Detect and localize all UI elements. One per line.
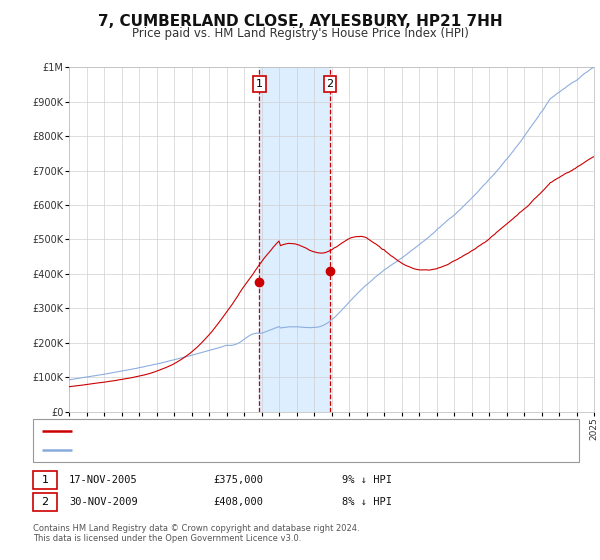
Text: HPI: Average price, detached house, Buckinghamshire: HPI: Average price, detached house, Buck… [78, 445, 344, 455]
Text: £408,000: £408,000 [213, 497, 263, 507]
Text: 30-NOV-2009: 30-NOV-2009 [69, 497, 138, 507]
Text: 2: 2 [326, 80, 334, 89]
Text: 1: 1 [256, 80, 263, 89]
Text: 17-NOV-2005: 17-NOV-2005 [69, 475, 138, 485]
Text: 7, CUMBERLAND CLOSE, AYLESBURY, HP21 7HH (detached house): 7, CUMBERLAND CLOSE, AYLESBURY, HP21 7HH… [78, 426, 402, 436]
Text: Price paid vs. HM Land Registry's House Price Index (HPI): Price paid vs. HM Land Registry's House … [131, 27, 469, 40]
Text: 8% ↓ HPI: 8% ↓ HPI [342, 497, 392, 507]
Bar [259, 67, 330, 412]
Text: 2: 2 [41, 497, 49, 507]
Text: 1: 1 [41, 475, 49, 485]
Text: Contains HM Land Registry data © Crown copyright and database right 2024.
This d: Contains HM Land Registry data © Crown c… [33, 524, 359, 543]
Text: £375,000: £375,000 [213, 475, 263, 485]
Text: 7, CUMBERLAND CLOSE, AYLESBURY, HP21 7HH: 7, CUMBERLAND CLOSE, AYLESBURY, HP21 7HH [98, 14, 502, 29]
Text: 9% ↓ HPI: 9% ↓ HPI [342, 475, 392, 485]
